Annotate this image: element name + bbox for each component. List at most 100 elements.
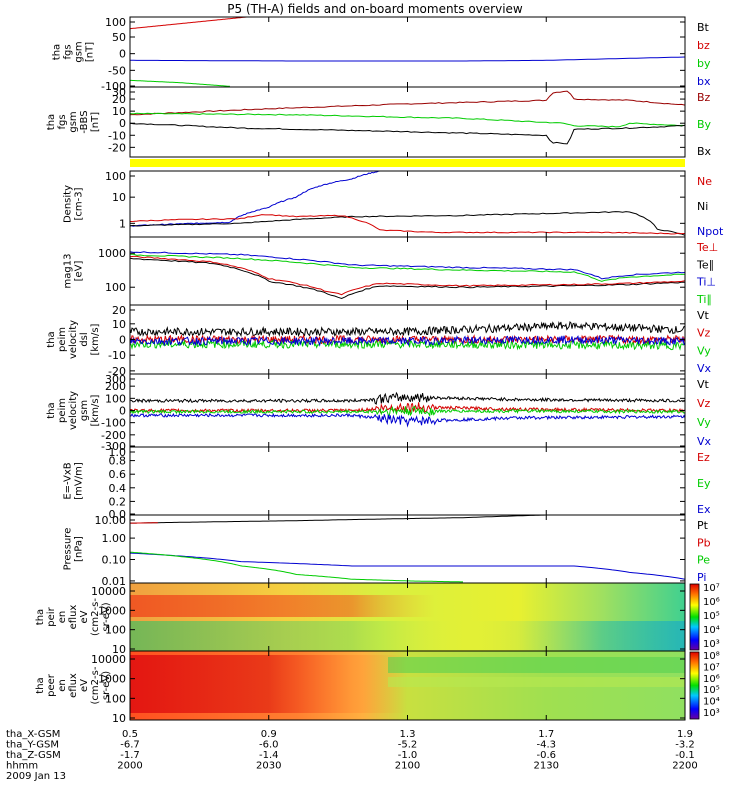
colorbar: 10⁷ 10⁶ 10⁵ 10⁴ 10³ bbox=[689, 583, 720, 651]
series-Vy bbox=[129, 338, 686, 351]
legend-Vt: Vt bbox=[697, 378, 710, 391]
panel-frame bbox=[129, 446, 686, 516]
colorbar-tick: 10⁴ bbox=[703, 697, 720, 708]
y-axis-label: tha peim velocity gsm [km/s] bbox=[46, 391, 101, 430]
y-tick-label: 0.8 bbox=[109, 455, 127, 468]
y-axis-label: Density [cm-3] bbox=[63, 185, 85, 223]
colorbar-tick: 10⁶ bbox=[703, 597, 720, 608]
y-axis-label-line: tha bbox=[52, 44, 63, 60]
legend-Vt: Vt bbox=[697, 309, 710, 322]
legend-bx: bx bbox=[697, 75, 711, 88]
footer-value: -5.2 bbox=[398, 740, 418, 751]
legend-Ni: Ni bbox=[697, 200, 708, 213]
legend-Pb: Pb bbox=[697, 536, 711, 549]
legend-Vx: Vx bbox=[697, 435, 712, 448]
y-tick-label: -20 bbox=[108, 365, 126, 378]
y-tick-label: 0 bbox=[119, 405, 126, 418]
colorbar-tick: 10³ bbox=[703, 639, 720, 650]
colorbar-tick: 10⁷ bbox=[703, 662, 720, 673]
footer-date: 2009 Jan 13 bbox=[6, 771, 66, 782]
y-axis-label-line: peim bbox=[57, 327, 68, 352]
series-Vt bbox=[129, 391, 686, 405]
y-tick-label: -10 bbox=[108, 129, 126, 142]
y-axis-label-line: gsm bbox=[68, 111, 79, 132]
y-axis-label-line: gsm bbox=[79, 400, 90, 421]
colorbar-tick: 10⁶ bbox=[703, 674, 720, 685]
footer-value: -1.0 bbox=[398, 750, 418, 761]
footer-value: 1.7 bbox=[538, 729, 554, 740]
y-axis-label-line: [cm-3] bbox=[74, 187, 85, 220]
panel-0: 100 50 0 -50 -100 tha fgs gsm [nT] Bt bz by bx bbox=[52, 16, 711, 93]
y-tick-label: 1.0 bbox=[109, 446, 127, 459]
y-axis-label-line: tha bbox=[46, 402, 57, 418]
panel-frame bbox=[129, 16, 686, 88]
footer-value: 2130 bbox=[534, 761, 559, 772]
y-tick-label: 10 bbox=[112, 105, 126, 118]
y-tick-label: 0 bbox=[119, 334, 126, 347]
series-Vx bbox=[129, 412, 686, 428]
y-tick-label: -50 bbox=[108, 64, 126, 77]
y-axis-label-line: eflux bbox=[68, 673, 79, 698]
colorbar-tick: 10⁷ bbox=[703, 583, 720, 594]
series-Pi bbox=[129, 552, 686, 580]
series-Te∥ bbox=[129, 257, 686, 300]
series-Pe bbox=[129, 551, 463, 583]
series-Ne bbox=[129, 214, 686, 235]
footer-value: -0.6 bbox=[536, 750, 556, 761]
legend-Ex: Ex bbox=[697, 503, 711, 516]
y-axis-label-line: eV bbox=[79, 610, 90, 623]
y-tick-label: 1000 bbox=[98, 247, 126, 260]
y-axis-label-line: velocity bbox=[68, 320, 79, 359]
footer-value: 2200 bbox=[672, 761, 697, 772]
series-Te⊥ bbox=[129, 255, 686, 296]
legend-by: by bbox=[697, 57, 711, 70]
footer-value: 0.9 bbox=[261, 729, 277, 740]
y-tick-label: 0.10 bbox=[102, 554, 127, 567]
y-axis-label-line: velocity bbox=[68, 391, 79, 430]
y-axis-label-line: sr-eV) bbox=[101, 671, 112, 700]
footer-value: -1.7 bbox=[120, 750, 140, 761]
y-axis-label-line: en bbox=[57, 679, 68, 692]
y-tick-label: 0.01 bbox=[102, 575, 127, 588]
y-axis-label-line: (cm2-s- bbox=[90, 598, 101, 636]
y-tick-label: -10 bbox=[108, 349, 126, 362]
colorbar-scale bbox=[689, 583, 700, 651]
footer-value: 2100 bbox=[395, 761, 420, 772]
y-tick-label: 30 bbox=[112, 86, 126, 99]
y-axis-label-line: en bbox=[57, 611, 68, 624]
y-axis-label-line: eflux bbox=[68, 605, 79, 630]
y-tick-label: 10000 bbox=[91, 585, 126, 598]
legend-Ez: Ez bbox=[697, 451, 710, 464]
status-bar bbox=[130, 159, 685, 167]
y-axis-label-line: tha bbox=[46, 331, 57, 347]
y-tick-label: 20 bbox=[112, 93, 126, 106]
legend-Pe: Pe bbox=[697, 554, 710, 567]
y-tick-label: 10 bbox=[112, 712, 126, 725]
series-Npot bbox=[129, 170, 380, 227]
y-axis-label-line: peer bbox=[46, 673, 57, 697]
colorbar-tick: 10³ bbox=[703, 708, 720, 719]
y-axis-label: mag13 [eV] bbox=[63, 254, 85, 289]
legend-Te⊥: Te⊥ bbox=[696, 241, 718, 254]
series-By bbox=[129, 112, 686, 128]
legend-Pi: Pi bbox=[697, 571, 706, 584]
series-Vx bbox=[129, 334, 686, 347]
y-axis-label-line: [km/s] bbox=[90, 394, 101, 426]
series-by bbox=[129, 79, 230, 87]
panel-frame bbox=[129, 236, 686, 306]
y-axis-label-line: sr-eV) bbox=[101, 602, 112, 631]
y-tick-label: 300 bbox=[105, 373, 126, 386]
series-Ni bbox=[129, 211, 686, 236]
footer-value: -0.1 bbox=[675, 750, 695, 761]
y-tick-label: -200 bbox=[101, 429, 126, 442]
legend-Ti∥: Ti∥ bbox=[696, 293, 712, 306]
panel-frame bbox=[129, 86, 686, 158]
y-axis-label-line: [eV] bbox=[74, 261, 85, 282]
y-axis-label-line: [nT] bbox=[85, 42, 96, 62]
legend-Bt: Bt bbox=[697, 21, 710, 34]
footer-label: tha_Z-GSM bbox=[6, 750, 61, 761]
y-tick-label: 10 bbox=[112, 318, 126, 331]
